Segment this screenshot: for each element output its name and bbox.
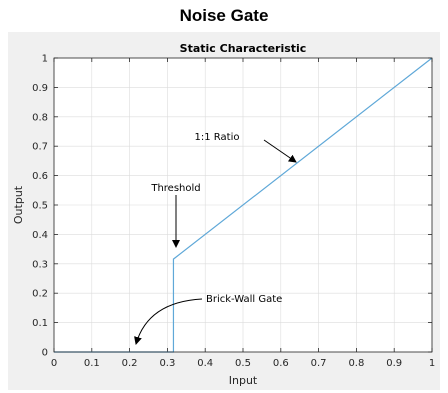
x-tick-label: 0.6	[273, 358, 289, 369]
chart-figure: 0 0.1 0.2 0.3 0.4 0.5 0.6 0.7 0.8 0.9 1 0 0.1 0.2 0.3 0…	[8, 32, 440, 390]
annotation-ratio-arrow	[263, 139, 297, 163]
x-tick-label: 0.9	[386, 358, 402, 369]
tick-labels: 0 0.1 0.2 0.3 0.4 0.5 0.6 0.7 0.8 0.9 1 0 0.1 0.2 0.3 0…	[32, 54, 435, 370]
y-tick-label: 0.7	[32, 142, 48, 153]
y-tick-label: 0.6	[32, 171, 48, 182]
x-tick-label: 0.5	[235, 358, 251, 369]
x-tick-label: 0.4	[197, 358, 213, 369]
x-axis-label: Input	[229, 374, 258, 387]
x-tick-label: 0	[51, 358, 57, 369]
x-tick-label: 0.3	[159, 358, 175, 369]
annotation-brickwall-label: Brick-Wall Gate	[206, 294, 282, 305]
page-title: Noise Gate	[179, 6, 269, 25]
y-axis-label: Output	[12, 185, 25, 224]
y-tick-label: 0.8	[32, 112, 48, 123]
x-tick-label: 0.2	[122, 358, 138, 369]
y-tick-label: 1	[42, 54, 48, 65]
y-tick-label: 0.1	[32, 318, 48, 329]
x-tick-label: 0.1	[84, 358, 100, 369]
y-tick-label: 0.4	[32, 230, 48, 241]
annotation-ratio-label: 1:1 Ratio	[195, 132, 240, 143]
y-tick-label: 0.3	[32, 259, 48, 270]
annotations: 1:1 Ratio Threshold Brick-Wall Gate	[134, 132, 297, 345]
axes-frame	[53, 57, 433, 353]
x-tick-label: 0.8	[348, 358, 364, 369]
y-tick-label: 0	[42, 348, 48, 359]
y-tick-label: 0.2	[32, 289, 48, 300]
x-tick-label: 0.7	[311, 358, 327, 369]
chart-title: Static Characteristic	[180, 42, 307, 55]
x-tick-label: 1	[429, 358, 435, 369]
y-tick-label: 0.9	[32, 83, 48, 94]
y-tick-label: 0.5	[32, 201, 48, 212]
annotation-threshold-label: Threshold	[150, 183, 200, 194]
annotation-brickwall-arrow	[134, 298, 203, 345]
